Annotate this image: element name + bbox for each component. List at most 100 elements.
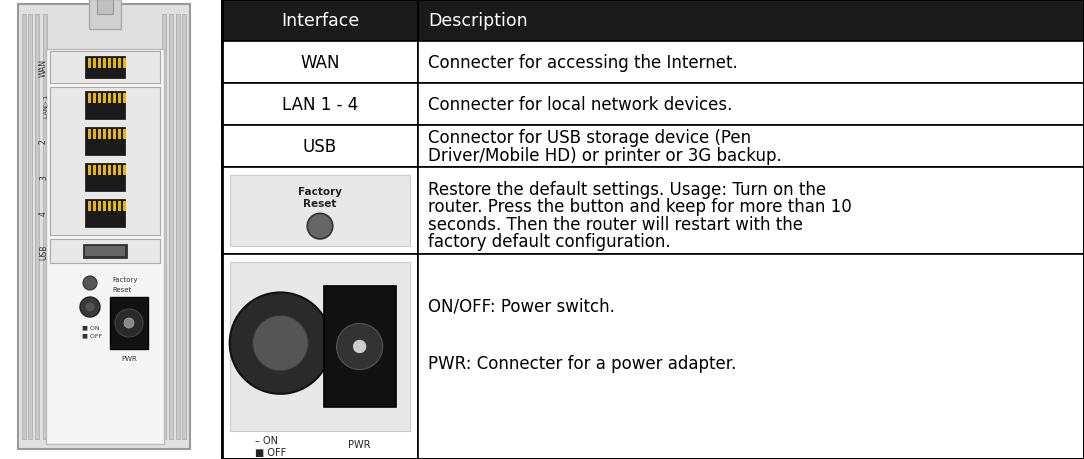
Bar (98, 94, 101, 104)
Bar (98, 166, 101, 176)
Bar (0, 0, 222, 459)
Circle shape (115, 309, 143, 337)
Text: Connector for USB storage device (Pen: Connector for USB storage device (Pen (428, 129, 751, 146)
Bar (222, 254, 418, 459)
Bar (118, 130, 121, 140)
Bar (222, 168, 418, 254)
Bar (108, 202, 111, 212)
Text: PWR: PWR (121, 355, 137, 361)
Bar (88, 59, 91, 69)
Text: 4: 4 (39, 211, 48, 216)
Bar (103, 166, 106, 176)
Bar (118, 202, 121, 212)
Bar (108, 130, 111, 140)
Bar (230, 176, 410, 246)
Text: 2: 2 (39, 140, 48, 144)
Circle shape (83, 276, 96, 291)
Text: ON/OFF: Power switch.: ON/OFF: Power switch. (428, 297, 615, 314)
Bar (50, 88, 160, 235)
Bar (162, 15, 166, 439)
Text: seconds. Then the router will restart with the: seconds. Then the router will restart wi… (428, 215, 803, 233)
Text: Reset: Reset (304, 199, 337, 209)
Bar (113, 130, 116, 140)
Bar (93, 59, 96, 69)
Bar (46, 50, 164, 444)
Bar (88, 202, 91, 212)
Text: ■ OFF: ■ OFF (82, 333, 102, 338)
Circle shape (253, 315, 308, 371)
Bar (118, 166, 121, 176)
Bar (88, 94, 91, 104)
Bar (85, 57, 125, 79)
Text: Connecter for local network devices.: Connecter for local network devices. (428, 96, 733, 114)
Text: WAN: WAN (300, 54, 339, 72)
Text: USB: USB (302, 138, 337, 156)
Bar (35, 15, 39, 439)
Bar (103, 202, 106, 212)
Bar (108, 166, 111, 176)
Bar (222, 126, 418, 168)
Bar (222, 42, 418, 84)
Bar (103, 59, 106, 69)
Bar (89, 0, 121, 30)
Bar (93, 130, 96, 140)
Bar (85, 128, 125, 156)
Bar (418, 168, 1084, 254)
Text: PWR: PWR (348, 439, 371, 449)
Bar (122, 59, 126, 69)
Circle shape (336, 324, 383, 370)
Text: Description: Description (428, 12, 528, 30)
Bar (85, 200, 125, 228)
Text: 3: 3 (39, 175, 48, 180)
Bar (83, 245, 127, 258)
Text: Connecter for accessing the Internet.: Connecter for accessing the Internet. (428, 54, 738, 72)
Bar (88, 166, 91, 176)
Text: LAN▷ 1: LAN▷ 1 (43, 94, 48, 118)
Bar (28, 15, 33, 439)
Bar (418, 84, 1084, 126)
Bar (109, 297, 149, 349)
Text: PWR: Connecter for a power adapter.: PWR: Connecter for a power adapter. (428, 354, 736, 372)
Bar (43, 15, 47, 439)
Bar (108, 59, 111, 69)
Bar (50, 52, 160, 84)
Bar (230, 263, 410, 431)
Bar (93, 94, 96, 104)
Text: USB: USB (39, 244, 48, 259)
Bar (418, 126, 1084, 168)
Bar (122, 166, 126, 176)
Bar (103, 94, 106, 104)
Bar (118, 59, 121, 69)
Text: ■ ON: ■ ON (82, 325, 100, 330)
Bar (98, 202, 101, 212)
Bar (96, 0, 113, 15)
Text: Driver/Mobile HD) or printer or 3G backup.: Driver/Mobile HD) or printer or 3G backu… (428, 147, 782, 165)
Circle shape (80, 297, 100, 317)
Bar (118, 94, 121, 104)
Bar (222, 0, 1084, 459)
Bar (85, 164, 125, 191)
Text: router. Press the button and keep for more than 10: router. Press the button and keep for mo… (428, 198, 852, 216)
Circle shape (124, 318, 134, 328)
Bar (324, 286, 396, 408)
Bar (85, 92, 125, 120)
Text: – ON: – ON (255, 435, 279, 445)
Bar (113, 94, 116, 104)
Bar (88, 130, 91, 140)
Bar (222, 0, 1084, 42)
Bar (85, 246, 125, 257)
Text: ■ OFF: ■ OFF (255, 447, 286, 457)
Bar (22, 15, 26, 439)
Text: LAN 1 - 4: LAN 1 - 4 (282, 96, 358, 114)
Bar (103, 130, 106, 140)
Bar (182, 15, 186, 439)
Bar (418, 42, 1084, 84)
Bar (169, 15, 173, 439)
Bar (176, 15, 180, 439)
Bar (113, 202, 116, 212)
Circle shape (307, 214, 333, 240)
Bar (98, 130, 101, 140)
Bar (50, 240, 160, 263)
Bar (108, 94, 111, 104)
Text: factory default configuration.: factory default configuration. (428, 233, 671, 251)
